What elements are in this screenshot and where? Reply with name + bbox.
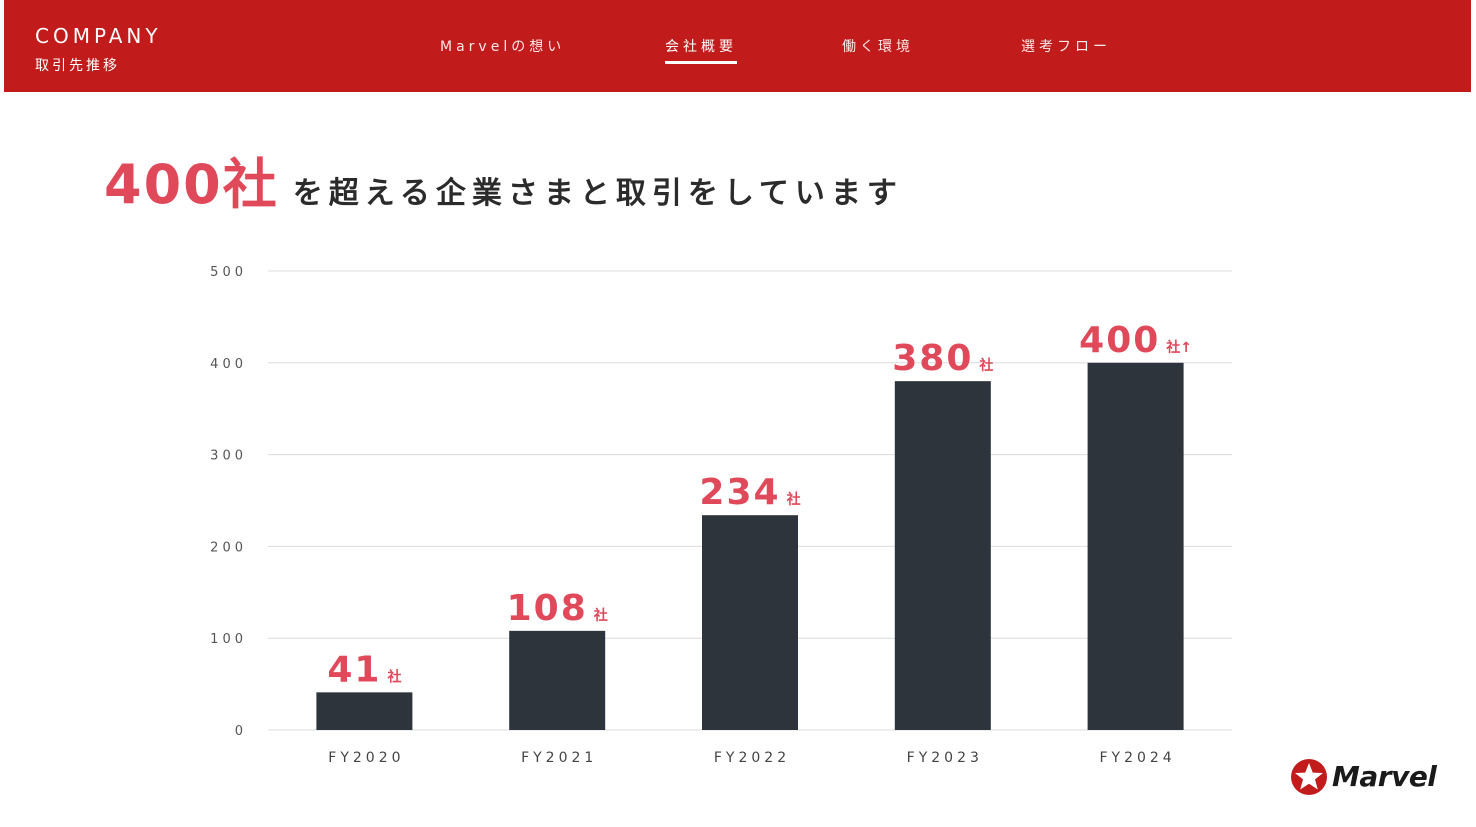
bar	[509, 630, 606, 730]
nav-item-selection-flow[interactable]: 選考フロー	[1021, 36, 1111, 56]
nav-item-company-overview[interactable]: 会社概要	[665, 36, 737, 64]
bar	[702, 515, 798, 730]
headline-emphasis: 400社	[104, 153, 279, 216]
y-tick-label: 300	[210, 449, 247, 464]
x-tick-label: FY2024	[1099, 750, 1175, 766]
bar	[894, 381, 991, 730]
bar	[316, 692, 413, 730]
active-tab-underline	[665, 61, 737, 64]
nav-item-label: Marvelの想い	[440, 39, 566, 55]
nav-item-work-environment[interactable]: 働く環境	[842, 36, 914, 56]
marvel-logo: Marvel	[1290, 758, 1440, 796]
y-tick-label: 100	[210, 632, 247, 647]
x-tick-label: FY2022	[714, 750, 790, 766]
section-title: COMPANY	[35, 24, 162, 48]
data-label: 108 社	[507, 588, 608, 629]
nav-item-philosophy[interactable]: Marvelの想い	[440, 36, 565, 56]
headline-text: を超える企業さまと取引をしています	[292, 176, 903, 211]
y-tick-label: 200	[210, 540, 247, 555]
logo-text: Marvel	[1332, 760, 1437, 793]
data-label: 380 社	[892, 338, 993, 379]
data-label: 41 社	[327, 649, 401, 690]
bar	[1087, 362, 1184, 730]
data-label: 234 社	[699, 472, 800, 513]
data-label: 400 社↑	[1079, 320, 1192, 361]
header-bar: COMPANY 取引先推移 Marvelの想い 会社概要 働く環境 選考フロー	[4, 0, 1471, 92]
section-subtitle: 取引先推移	[35, 58, 120, 74]
x-tick-label: FY2021	[521, 750, 597, 766]
x-tick-label: FY2023	[907, 750, 983, 766]
nav-item-label: 会社概要	[665, 39, 737, 55]
y-tick-label: 400	[210, 357, 247, 372]
y-tick-label: 500	[210, 265, 247, 280]
x-tick-label: FY2020	[328, 750, 404, 766]
headline: 400社 を超える企業さまと取引をしています	[104, 140, 903, 219]
y-tick-label: 0	[235, 724, 247, 739]
nav-item-label: 選考フロー	[1021, 39, 1111, 55]
star-badge-icon	[1291, 759, 1327, 795]
nav-item-label: 働く環境	[842, 39, 914, 55]
